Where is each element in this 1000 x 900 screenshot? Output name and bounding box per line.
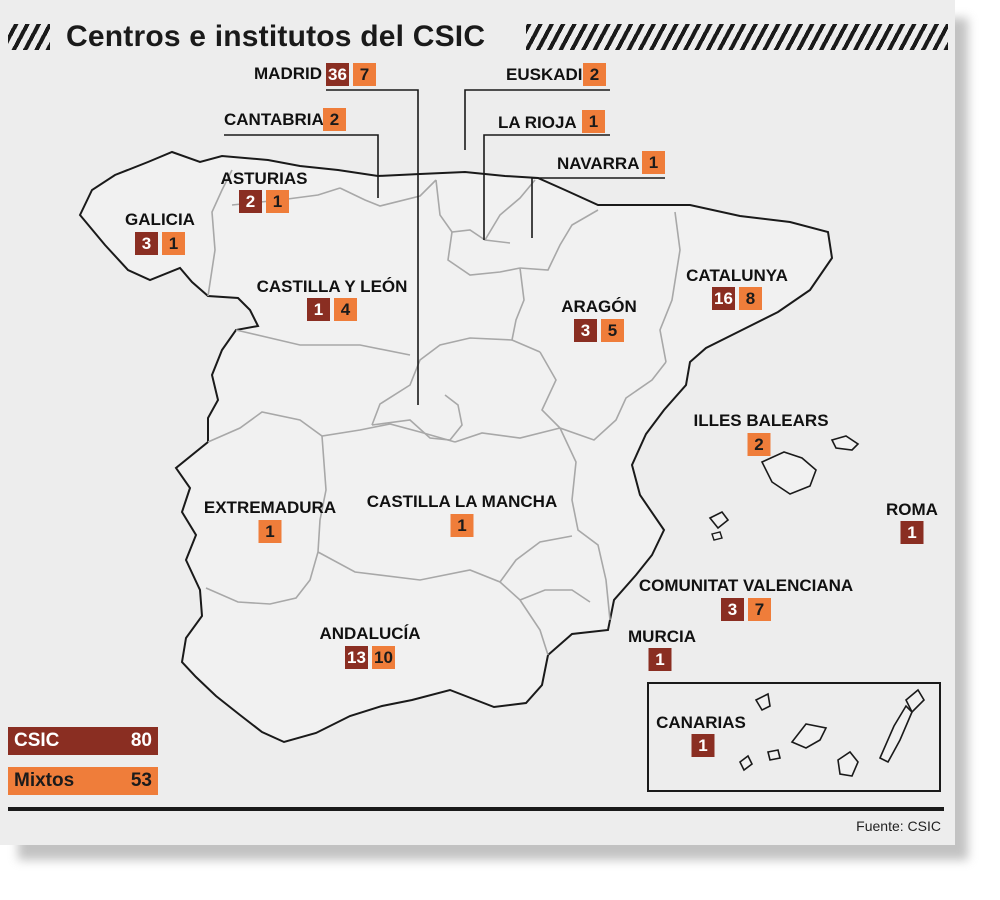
comunitat-valenciana-csic-count: 3 [721, 598, 744, 621]
footer-rule [8, 807, 944, 811]
legend-mixtos: Mixtos 53 [8, 767, 158, 795]
cantabria-mixtos-count: 2 [323, 108, 346, 131]
label-euskadi: EUSKADI [506, 65, 583, 84]
label-navarra: NAVARRA [557, 154, 640, 173]
legend-mixtos-value: 53 [130, 770, 152, 791]
ibiza-island [708, 510, 730, 530]
counts-madrid: 36 7 [326, 63, 376, 86]
label-andalucia: ANDALUCÍA [319, 624, 421, 643]
extremadura-mixtos-count: 1 [258, 520, 282, 543]
spain-map [78, 89, 926, 777]
label-comunitat-valenciana: COMUNITAT VALENCIANA [638, 576, 854, 595]
title-row: Centros e institutos del CSIC [8, 20, 948, 56]
leader-lines [224, 89, 665, 405]
legend-csic-value: 80 [130, 730, 152, 751]
castilla-y-leon-mixtos-count: 4 [334, 298, 357, 321]
label-galicia: GALICIA [125, 210, 195, 229]
legend-mixtos-label: Mixtos [14, 770, 75, 791]
counts-canarias: 1 [691, 734, 715, 757]
canary-islands [738, 688, 926, 777]
label-catalunya: CATALUNYA [686, 266, 788, 285]
source-note: Fuente: CSIC [856, 818, 941, 834]
counts-catalunya: 16 8 [712, 287, 762, 310]
counts-aragon: 3 5 [574, 319, 624, 342]
mallorca-island [760, 451, 817, 495]
andalucia-csic-count: 13 [345, 646, 368, 669]
madrid-mixtos-count: 7 [353, 63, 376, 86]
asturias-csic-count: 2 [239, 190, 262, 213]
title-slashes-right [526, 24, 948, 50]
asturias-mixtos-count: 1 [266, 190, 289, 213]
counts-roma: 1 [900, 521, 924, 544]
counts-murcia: 1 [648, 648, 672, 671]
aragon-mixtos-count: 5 [601, 319, 624, 342]
counts-extremadura: 1 [258, 520, 282, 543]
canarias-inset [647, 682, 941, 792]
madrid-csic-count: 36 [326, 63, 349, 86]
euskadi-mixtos-count: 2 [583, 63, 606, 86]
counts-cantabria: 2 [323, 108, 346, 131]
label-la-rioja: LA RIOJA [498, 113, 577, 132]
label-illes-balears: ILLES BALEARS [693, 411, 829, 430]
label-extremadura: EXTREMADURA [203, 498, 337, 517]
label-madrid: MADRID [254, 64, 322, 83]
counts-castilla-y-leon: 1 4 [307, 298, 357, 321]
counts-la-rioja: 1 [582, 110, 605, 133]
legend-csic-label: CSIC [14, 730, 60, 751]
counts-andalucia: 13 10 [345, 646, 395, 669]
comunitat-valenciana-mixtos-count: 7 [748, 598, 771, 621]
label-aragon: ARAGÓN [561, 297, 637, 316]
infographic-card: Centros e institutos del CSIC [0, 0, 955, 845]
andalucia-mixtos-count: 10 [372, 646, 395, 669]
label-castilla-y-leon: CASTILLA Y LEÓN [256, 277, 408, 296]
roma-csic-count: 1 [900, 521, 924, 544]
legend-csic: CSIC 80 [8, 727, 158, 755]
counts-comunitat-valenciana: 3 7 [721, 598, 771, 621]
navarra-mixtos-count: 1 [642, 151, 665, 174]
page-title: Centros e institutos del CSIC [66, 20, 486, 53]
galicia-csic-count: 3 [135, 232, 158, 255]
label-asturias: ASTURIAS [220, 169, 308, 188]
peninsula-outline [78, 150, 834, 744]
castilla-la-mancha-mixtos-count: 1 [450, 514, 474, 537]
counts-euskadi: 2 [583, 63, 606, 86]
la-rioja-mixtos-count: 1 [582, 110, 605, 133]
menorca-island [830, 435, 860, 451]
formentera-island [711, 531, 723, 541]
catalunya-csic-count: 16 [712, 287, 735, 310]
illes-balears-mixtos-count: 2 [747, 433, 771, 456]
counts-navarra: 1 [642, 151, 665, 174]
counts-illes-balears: 2 [747, 433, 771, 456]
title-slashes-left [8, 24, 50, 50]
region-borders [205, 169, 681, 656]
catalunya-mixtos-count: 8 [739, 287, 762, 310]
label-canarias: CANARIAS [656, 713, 746, 732]
label-cantabria: CANTABRIA [224, 110, 324, 129]
canarias-csic-count: 1 [691, 734, 715, 757]
label-castilla-la-mancha: CASTILLA LA MANCHA [366, 492, 558, 511]
label-roma: ROMA [886, 500, 938, 519]
aragon-csic-count: 3 [574, 319, 597, 342]
counts-castilla-la-mancha: 1 [450, 514, 474, 537]
counts-asturias: 2 1 [239, 190, 289, 213]
murcia-csic-count: 1 [648, 648, 672, 671]
castilla-y-leon-csic-count: 1 [307, 298, 330, 321]
label-murcia: MURCIA [628, 627, 696, 646]
counts-galicia: 3 1 [135, 232, 185, 255]
galicia-mixtos-count: 1 [162, 232, 185, 255]
